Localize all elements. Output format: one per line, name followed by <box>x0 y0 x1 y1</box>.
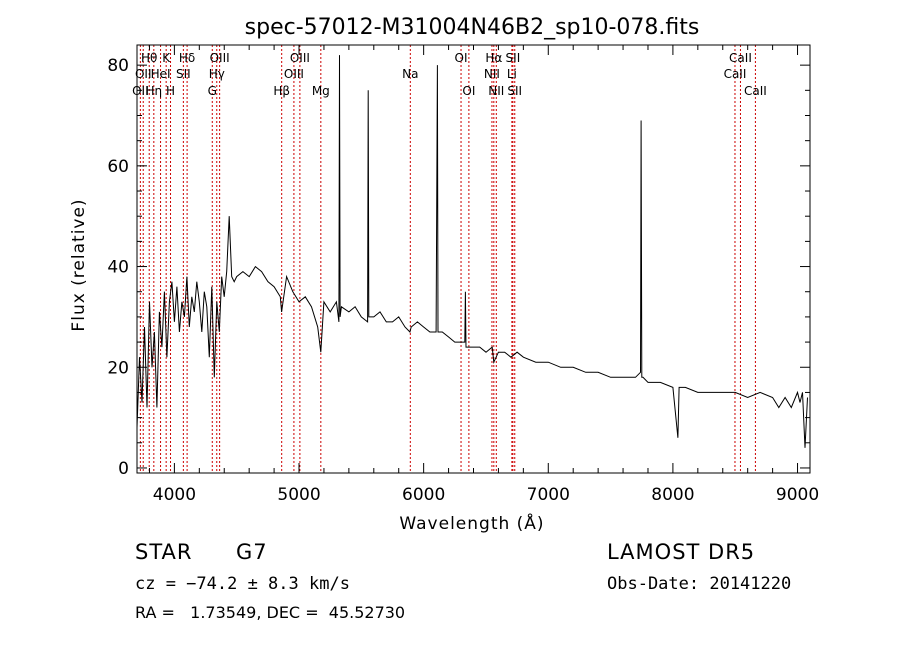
y-tick-label: 80 <box>107 56 129 76</box>
line-label: OII <box>132 84 149 98</box>
line-label: HeI <box>151 67 171 81</box>
line-label: CaII <box>729 51 752 65</box>
line-label: OIII <box>210 51 230 65</box>
line-label: Hθ <box>141 51 157 65</box>
line-label: NII <box>488 84 504 98</box>
object-class: STAR <box>135 540 193 564</box>
line-label: OIII <box>290 51 310 65</box>
x-tick-label: 8000 <box>651 485 694 505</box>
line-label: NII <box>484 67 500 81</box>
line-label: OIII <box>284 67 304 81</box>
y-tick-label: 20 <box>107 358 129 378</box>
x-tick-label: 7000 <box>527 485 570 505</box>
line-label: CaII <box>724 67 747 81</box>
line-markers <box>139 45 756 473</box>
line-label: SII <box>507 84 522 98</box>
line-label: Na <box>402 67 418 81</box>
line-label: K <box>162 51 171 65</box>
y-axis: 0 20 40 60 80 <box>107 56 810 479</box>
line-label: H <box>166 84 175 98</box>
obs-date: Obs-Date: 20141220 <box>607 574 792 594</box>
coordinates: RA = 1.73549, DEC = 45.52730 <box>135 603 406 622</box>
survey-name: LAMOST DR5 <box>607 540 756 564</box>
line-label: SII <box>176 67 191 81</box>
line-label: SII <box>506 51 521 65</box>
line-labels: OIIOIIHθHηHeIKHSIIHδGHγOIIIHβOIIIOIIIMgN… <box>132 51 767 98</box>
line-label: Hβ <box>273 84 290 98</box>
line-label: OI <box>455 51 468 65</box>
line-label: G <box>208 84 217 98</box>
line-label: Li <box>507 67 517 81</box>
y-tick-label: 60 <box>107 157 129 177</box>
spectrum-line <box>136 55 808 448</box>
x-tick-label: 6000 <box>402 485 445 505</box>
x-axis-label: Wavelength (Å) <box>399 512 544 534</box>
y-axis-label: Flux (relative) <box>69 198 89 331</box>
line-label: CaII <box>744 84 767 98</box>
x-axis: 4000 5000 6000 7000 8000 9000 <box>148 45 819 505</box>
line-label: Hα <box>485 51 502 65</box>
line-label: Hγ <box>209 67 225 81</box>
subclass: G7 <box>236 540 268 564</box>
line-label: Hδ <box>179 51 195 65</box>
x-tick-label: 9000 <box>776 485 819 505</box>
velocity-text: cz = −74.2 ± 8.3 km/s <box>135 574 350 594</box>
y-tick-label: 40 <box>107 258 129 278</box>
x-tick-label: 5000 <box>277 485 320 505</box>
line-label: Mg <box>312 84 330 98</box>
chart-title: spec-57012-M31004N46B2_sp10-078.fits <box>245 15 700 40</box>
line-label: OI <box>462 84 475 98</box>
line-label: Hη <box>146 84 163 98</box>
x-tick-label: 4000 <box>153 485 196 505</box>
line-label: OII <box>135 67 152 81</box>
plot-frame <box>136 44 811 474</box>
y-tick-label: 0 <box>118 459 129 479</box>
